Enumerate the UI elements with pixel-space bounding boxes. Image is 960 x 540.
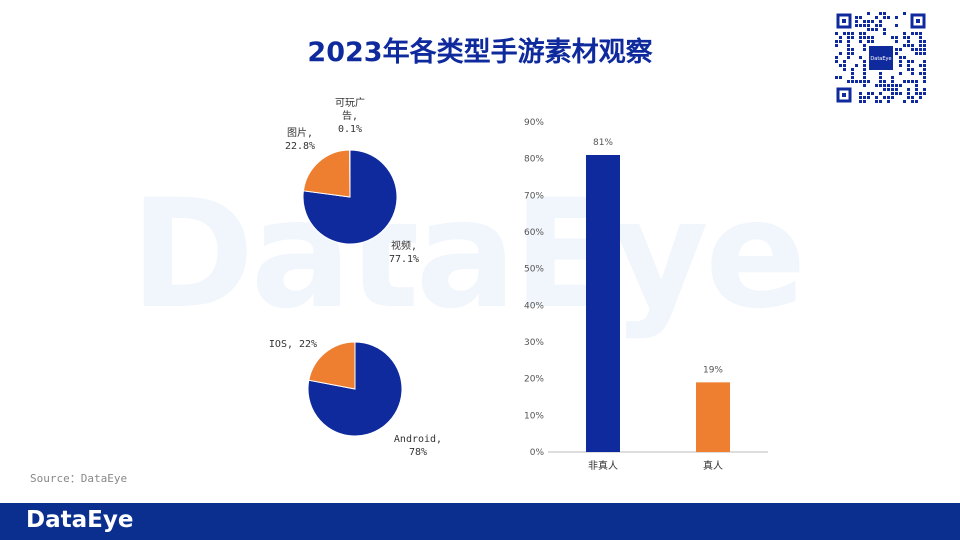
x-category-label: 非真人 — [588, 459, 618, 472]
qr-code: DataEye — [835, 12, 927, 104]
y-tick-label: 20% — [524, 375, 544, 385]
y-tick-label: 90% — [524, 118, 544, 128]
y-tick-label: 0% — [530, 448, 545, 458]
pie-slice-label: 视频, 77.1% — [389, 239, 419, 265]
pie-chart-platform: Android, 78% IOS, 22% — [269, 339, 442, 458]
y-tick-label: 60% — [524, 228, 544, 238]
x-category-label: 真人 — [703, 459, 723, 472]
source-note: Source：DataEye — [30, 472, 128, 485]
y-tick-label: 80% — [524, 155, 544, 165]
watermark-text: DataEye — [130, 168, 807, 342]
pie-slice-label: IOS, 22% — [269, 339, 317, 350]
y-tick-label: 30% — [524, 338, 544, 348]
bar — [696, 382, 730, 452]
pie-slice-label: Android, 78% — [394, 434, 442, 458]
page-title: 2023年各类型手游素材观察 — [307, 37, 653, 68]
pie-slice — [308, 341, 356, 390]
bar-data-label: 19% — [703, 365, 723, 375]
y-tick-label: 40% — [524, 301, 544, 311]
qr-center-text: DataEye — [870, 56, 891, 62]
y-tick-label: 50% — [524, 265, 544, 275]
bar-data-label: 81% — [593, 138, 613, 148]
pie-chart-material-type: 视频, 77.1% 图片, 22.8% 可玩广告, 0.1% — [285, 97, 419, 265]
y-tick-label: 70% — [524, 191, 544, 201]
bar — [586, 155, 620, 452]
y-tick-label: 10% — [524, 411, 544, 421]
pie-slice-label: 可玩广告, 0.1% — [335, 97, 365, 135]
bar-chart-human: 0% 10% 20% 30% 40% 50% 60% 70% 80% 90% 81% 非真人 19% 真人 — [524, 118, 768, 472]
pie-slice — [302, 149, 351, 198]
footer-logo: DataEye — [26, 507, 134, 533]
pie-slice-label: 图片, 22.8% — [285, 126, 315, 152]
footer-bar: DataEye — [0, 503, 960, 540]
